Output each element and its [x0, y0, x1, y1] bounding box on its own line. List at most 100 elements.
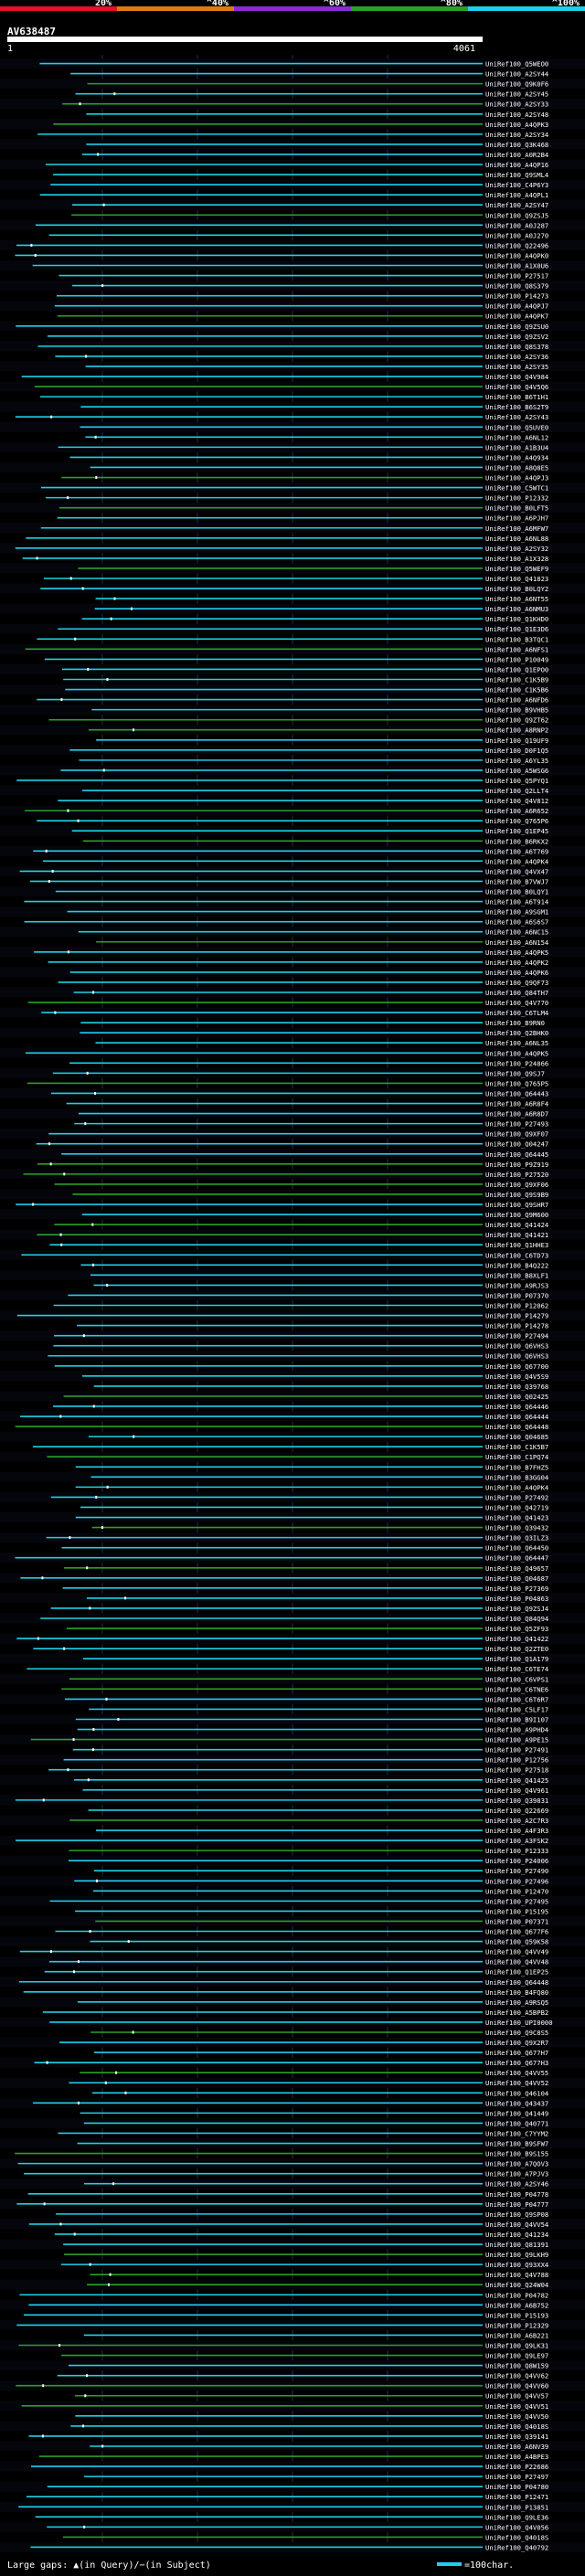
hit-label: UniRef100_A4QPK4 [485, 857, 548, 865]
hit-label: UniRef100_A4QPK0 [485, 251, 548, 260]
gap-marker [59, 1233, 62, 1236]
hit-row: UniRef100_Q6VHS3 [0, 1351, 585, 1362]
hit-row: UniRef100_Q46104 [91, 2089, 548, 2097]
hit-row: UniRef100_B0LFT5 [0, 503, 585, 514]
hit-row: UniRef100_A4QPJ3 [61, 474, 548, 482]
legend-label-4: ^80% [441, 0, 463, 8]
hit-row: UniRef100_Q4V056 [0, 2521, 585, 2532]
hit-label: UniRef100_A6B752 [485, 2301, 548, 2309]
hit-row: UniRef100_A6YL35 [79, 757, 548, 765]
hit-row: UniRef100_A6NFS1 [0, 643, 585, 654]
hit-row: UniRef100_Q04247 [36, 1140, 548, 1149]
hit-row: UniRef100_Q9SML4 [53, 171, 548, 179]
gap-marker [58, 2344, 61, 2348]
hit-row: UniRef100_Q9ZSJ4 [50, 1605, 548, 1613]
hit-row: UniRef100_A4QPL1 [39, 191, 548, 199]
gap-marker [104, 2081, 107, 2084]
hit-label: UniRef100_Q4VV50 [485, 2412, 548, 2421]
hit-row: UniRef100_Q41424 [54, 1221, 548, 1229]
hit-row: UniRef100_P27493 [74, 1120, 548, 1129]
hit-label: UniRef100_Q41424 [485, 1221, 548, 1229]
hit-label: UniRef100_Q4VV62 [485, 2372, 548, 2380]
hit-row: UniRef100_Q9QF73 [58, 979, 548, 987]
hit-row: UniRef100_P27517 [58, 272, 548, 281]
hit-label: UniRef100_Q1HHE3 [485, 1241, 548, 1249]
gap-marker [43, 2202, 46, 2206]
hit-label: UniRef100_D0F1Q5 [485, 747, 548, 755]
hit-row: UniRef100_A7QOV3 [0, 2158, 585, 2169]
hit-row: UniRef100_Q39768 [93, 1383, 548, 1391]
hit-row: UniRef100_Q4018S [0, 2421, 585, 2432]
legend-segment-4 [351, 6, 468, 11]
hit-label: UniRef100_P15193 [485, 2311, 548, 2319]
hit-label: UniRef100_Q81391 [485, 2241, 548, 2249]
hit-row: UniRef100_Q9ZT62 [48, 716, 548, 725]
hit-row: UniRef100_Q1A179 [0, 1653, 585, 1664]
hit-label: UniRef100_A4BPE3 [485, 2453, 548, 2461]
gap-marker [130, 607, 133, 610]
hit-row: UniRef100_A6NMU3 [0, 603, 585, 614]
hit-label: UniRef100_B0LQY1 [485, 888, 548, 896]
gap-marker [84, 2394, 87, 2398]
hit-label: UniRef100_P15195 [485, 1907, 548, 1915]
hit-label: UniRef100_A3FSK2 [485, 1837, 548, 1845]
hit-row: UniRef100_Q9ZSU0 [0, 321, 585, 332]
hit-row: UniRef100_Q40792 [0, 2541, 585, 2552]
hit-label: UniRef100_Q42719 [485, 1503, 548, 1511]
hit-row: UniRef100_Q1KHD0 [81, 615, 548, 623]
hit-label: UniRef100_Q39768 [485, 1383, 548, 1391]
hit-row: UniRef100_P12333 [69, 1847, 548, 1855]
hit-label: UniRef100_A6PJH7 [485, 514, 548, 523]
gap-marker [89, 1606, 91, 1610]
hit-row: UniRef100_Q677H7 [93, 2049, 548, 2057]
gap-marker [36, 557, 38, 560]
hit-label: UniRef100_Q9S9B9 [485, 1191, 548, 1199]
hit-label: UniRef100_Q41421 [485, 1231, 548, 1239]
hit-row: UniRef100_A5WSG6 [0, 765, 585, 776]
hit-label: UniRef100_A9SGM1 [485, 908, 548, 917]
identity-legend: 20% ^40% ^60% ^80% ^100% [0, 0, 585, 11]
hit-row: UniRef100_Q64447 [0, 1553, 585, 1564]
hit-row: UniRef100_Q5UVE0 [0, 421, 585, 432]
gap-marker [95, 1495, 98, 1499]
hit-row: UniRef100_Q64445 [0, 1149, 585, 1160]
hit-row: UniRef100_Q41423 [0, 1511, 585, 1523]
hit-label: UniRef100_A6S6S7 [485, 918, 548, 927]
hit-label: UniRef100_A9RSQ5 [485, 1998, 548, 2007]
hit-label: UniRef100_Q9ZT62 [485, 716, 548, 725]
hit-row: UniRef100_Q5WEF9 [0, 563, 585, 574]
hit-row: UniRef100_A2SY44 [70, 70, 548, 79]
hit-label: UniRef100_A8RNP2 [485, 726, 548, 735]
hit-row: UniRef100_Q5ZF93 [66, 1625, 548, 1633]
hit-row: UniRef100_P27494 [0, 1330, 585, 1341]
hit-row: UniRef100_A0R2B4 [81, 151, 548, 159]
hit-row: UniRef100_P12329 [0, 2319, 585, 2330]
gap-marker [95, 476, 98, 480]
hit-row: UniRef100_P27520 [0, 1169, 585, 1180]
hit-row: UniRef100_C5LF17 [89, 1705, 548, 1713]
hit-label: UniRef100_P07371 [485, 1917, 548, 1925]
hit-row: UniRef100_Q22669 [88, 1807, 548, 1815]
hit-row: UniRef100_P15195 [75, 1907, 548, 1915]
hit-row: UniRef100_Q9ZSV2 [47, 333, 548, 341]
hit-label: UniRef100_A6T914 [485, 898, 548, 906]
hit-row: UniRef100_C1K5B9 [63, 675, 548, 684]
gap-marker [69, 577, 72, 580]
hit-label: UniRef100_A6NFS1 [485, 645, 548, 653]
gap-marker [101, 1526, 103, 1530]
hit-row: UniRef100_B3GG04 [0, 1471, 585, 1482]
hit-row: UniRef100_B6S2T9 [0, 401, 585, 412]
gap-marker [82, 1334, 85, 1338]
gap-marker [87, 1778, 90, 1782]
hit-row: UniRef100_A6T914 [24, 898, 548, 906]
hit-row: UniRef100_A6NV39 [0, 2441, 585, 2452]
hit-label: UniRef100_Q9QF73 [485, 979, 548, 987]
hit-row: UniRef100_Q9X2R7 [0, 2037, 585, 2048]
hit-row: UniRef100_A5BPB2 [42, 2009, 548, 2017]
hit-label: UniRef100_Q4018S [485, 2422, 548, 2431]
hit-row: UniRef100_Q9SP08 [56, 2210, 548, 2219]
hit-label: UniRef100_Q9LKH9 [485, 2251, 548, 2259]
hit-label: UniRef100_P27492 [485, 1493, 548, 1501]
hit-label: UniRef100_Q4018S [485, 2533, 548, 2541]
hit-row: UniRef100_B9SFW7 [0, 2138, 585, 2149]
